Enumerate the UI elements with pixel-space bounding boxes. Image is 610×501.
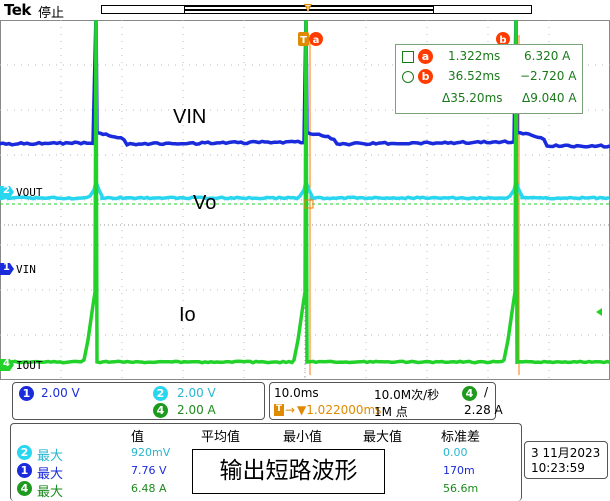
stats-ch1-icon: 1 [17,463,32,478]
trigger-delay[interactable]: ▼1.022000ms [297,403,381,417]
ch2-scale[interactable]: 2.00 V [177,386,216,400]
trigger-level-right-marker [596,308,602,316]
svg-text:a: a [313,35,320,46]
ch2-icon[interactable]: 2 [153,386,168,401]
trigger-marker-text: T [305,4,311,13]
trace-label-vin: VIN [173,106,206,129]
record-length: 1M 点 [374,403,408,420]
stats-header-max: 最大值 [363,426,402,445]
cursor-b-readout: b 36.52ms −2.720 A [396,67,582,87]
cursor-a-square-icon [402,51,414,63]
stats-header-mean: 平均值 [201,426,240,445]
timebase-value[interactable]: 10.0ms [274,386,319,400]
channel-scale-panel[interactable]: 1 2.00 V 2 2.00 V 4 2.00 A [12,382,265,420]
stats-header-std: 标准差 [441,426,480,445]
sample-rate: 10.0M次/秒 [374,386,439,403]
ch1-icon[interactable]: 1 [19,386,34,401]
trigger-source-icon[interactable]: 4 [462,386,477,401]
top-status-bar: Tek 停止 T [0,0,610,20]
horizontal-arrow: → [285,403,295,417]
stats-ch4-icon: 4 [17,481,32,496]
stats-header-value: 值 [131,426,144,445]
time-text: 10:23:59 [531,461,585,475]
cursor-a-icon: a [418,49,433,64]
stats-header-min: 最小值 [283,426,322,445]
trace-label-vo: Vo [193,192,216,215]
trigger-level[interactable]: 2.28 A [464,403,503,417]
datetime-box: 3 11月2023 10:23:59 [524,441,608,479]
waveform-display[interactable]: T a b a 1.322ms 6.320 A b 36.52ms −2.720… [0,20,610,380]
cursor-a-readout: a 1.322ms 6.320 A [396,47,582,67]
cursor-b-icon: b [418,69,433,84]
caption-title: 输出短路波形 [192,449,385,494]
trigger-slope-icon[interactable]: / [484,385,488,399]
ch4-icon[interactable]: 4 [153,403,168,418]
timebase-panel[interactable]: 10.0ms 10.0M次/秒 T → ▼1.022000ms 1M 点 4 /… [269,382,496,420]
ch4-scale[interactable]: 2.00 A [177,403,216,417]
date-text: 3 11月2023 [531,444,600,461]
cursor-delta-readout: Δ35.20ms Δ9.040 A [396,89,582,109]
cursor-readout-box[interactable]: a 1.322ms 6.320 A b 36.52ms −2.720 A Δ35… [395,44,583,114]
stats-ch2-icon: 2 [17,445,32,460]
trigger-icon: T [274,404,284,416]
trigger-position-marker: T [0,0,610,20]
ch1-scale[interactable]: 2.00 V [41,386,80,400]
cursor-b-circle-icon [402,71,414,83]
trace-label-io: Io [179,304,196,327]
svg-text:T: T [300,35,307,46]
